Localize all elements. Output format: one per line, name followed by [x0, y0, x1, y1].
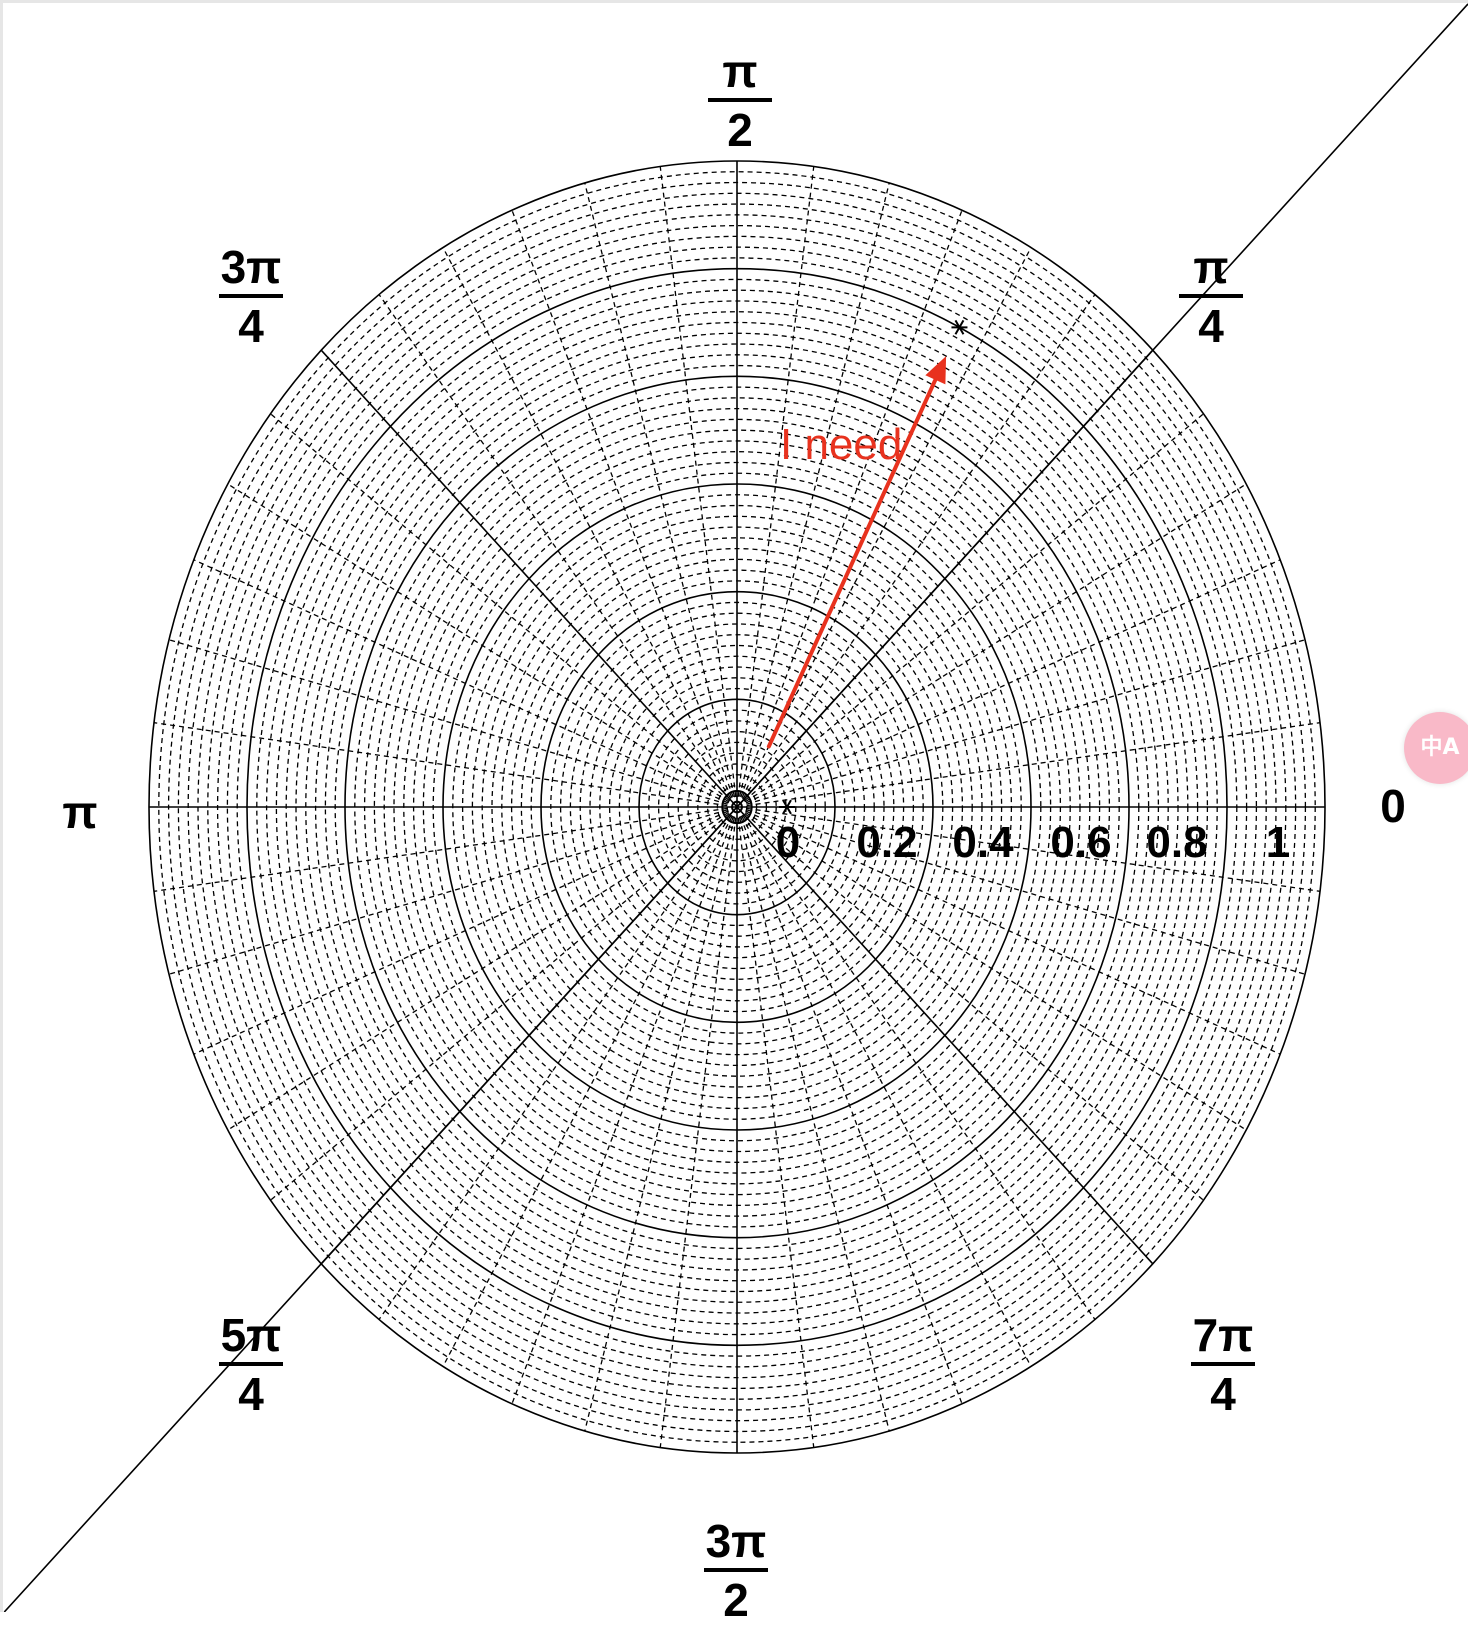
- angle-label-0: 0: [1380, 780, 1406, 832]
- data-points: [779, 319, 968, 815]
- dashed-grid-spoke: [270, 413, 730, 801]
- dashed-grid-spoke: [584, 817, 736, 1432]
- dashed-grid-spoke: [659, 166, 737, 797]
- radial-tick-label: 0.8: [1146, 818, 1208, 867]
- angle-label-den: 4: [238, 1368, 264, 1420]
- annotation-text: I need: [780, 420, 903, 469]
- dashed-grid-spoke: [742, 815, 1096, 1320]
- angle-label-num: 5π: [220, 1309, 282, 1361]
- dashed-grid-spoke: [442, 816, 733, 1367]
- dashed-grid-spoke: [744, 413, 1204, 801]
- dashed-grid-spoke: [168, 639, 728, 805]
- angle-label-num: 7π: [1192, 1309, 1254, 1361]
- dashed-grid-spoke: [740, 816, 963, 1405]
- dashed-grid-spoke: [737, 817, 815, 1448]
- dashed-grid-spoke: [442, 247, 733, 798]
- dashed-grid-spoke: [746, 809, 1306, 975]
- dashed-grid-spoke: [193, 810, 729, 1055]
- dashed-grid-spoke: [168, 809, 728, 975]
- dashed-grid-spoke: [378, 815, 732, 1320]
- dashed-grid-spoke: [737, 166, 815, 797]
- dashed-grid-spoke: [193, 559, 729, 804]
- dashed-grid-spoke: [227, 483, 729, 803]
- dashed-grid-spoke: [738, 182, 890, 797]
- dashed-grid-spoke: [745, 483, 1247, 803]
- fraction-bar: [704, 1568, 768, 1572]
- fraction-bar: [1179, 294, 1243, 298]
- dashed-grid-spoke: [745, 559, 1281, 804]
- dashed-grid-spoke: [741, 816, 1032, 1367]
- dashed-grid-spoke: [742, 294, 1096, 799]
- translate-glyph-top: 中: [1420, 735, 1443, 760]
- dashed-grid-spoke: [659, 817, 737, 1448]
- angle-label-den: 2: [727, 104, 753, 156]
- dashed-grid-spoke: [738, 817, 890, 1432]
- angle-label-7pi-over-4: 7π 4: [1191, 1310, 1255, 1419]
- fraction-bar: [1191, 1362, 1255, 1366]
- angle-label-den: 4: [1198, 300, 1224, 352]
- dashed-grid-spoke: [740, 209, 963, 798]
- dashed-grid-spoke: [227, 811, 729, 1131]
- angle-label-pi: π: [62, 786, 98, 838]
- dashed-grid-spoke: [378, 294, 732, 799]
- marker-stroke: [954, 319, 965, 335]
- radial-tick-label: 0.4: [952, 818, 1014, 867]
- angle-label-num: π: [722, 45, 758, 97]
- data-point-marker: [779, 799, 795, 815]
- dashed-grid-spoke: [746, 722, 1321, 807]
- dashed-grid-spoke: [511, 816, 734, 1405]
- radial-tick-label: 0: [775, 818, 801, 867]
- angle-label-den: 4: [238, 300, 264, 352]
- fraction-bar: [219, 294, 283, 298]
- angle-label-num: 3π: [705, 1515, 767, 1567]
- diagonal-line: [3, 3, 1468, 1612]
- solid-grid-spoke: [320, 349, 738, 808]
- radial-tick-label: 1: [1265, 818, 1291, 867]
- polar-axes: [3, 3, 1468, 1612]
- dashed-grid-spoke: [153, 807, 728, 892]
- dashed-grid-spoke: [746, 807, 1321, 892]
- radial-tick-label: 0.6: [1050, 818, 1112, 867]
- radial-tick-label: 0.2: [856, 818, 918, 867]
- dashed-grid-spoke: [153, 722, 728, 807]
- marker-stroke: [782, 799, 792, 815]
- angle-label-den: 2: [723, 1574, 749, 1626]
- dashed-grid-spoke: [511, 209, 734, 798]
- annotation-arrow-shaft: [766, 377, 938, 749]
- angle-label-num: 3π: [220, 241, 282, 293]
- dashed-grid-spoke: [744, 813, 1204, 1201]
- angle-label-5pi-over-4: 5π 4: [219, 1310, 283, 1419]
- angle-label-pi-over-4: π 4: [1179, 242, 1243, 351]
- translate-glyph-bottom: A: [1442, 735, 1460, 760]
- fraction-bar: [219, 1362, 283, 1366]
- angle-label-3pi-over-4: 3π 4: [219, 242, 283, 351]
- fraction-bar: [708, 98, 772, 102]
- dashed-grid-spoke: [270, 813, 730, 1201]
- angle-label-num: π: [1193, 241, 1229, 293]
- data-point-marker: [951, 319, 968, 335]
- dashed-grid-spoke: [741, 247, 1032, 798]
- annotation-arrow-head: [925, 356, 947, 385]
- annotation-arrow: [766, 356, 947, 749]
- solid-grid-spoke: [736, 806, 1154, 1265]
- dashed-grid-spoke: [746, 639, 1306, 805]
- angle-label-den: 4: [1210, 1368, 1236, 1420]
- angle-label-pi-over-2: π 2: [708, 46, 772, 155]
- dashed-grid-spoke: [745, 810, 1281, 1055]
- angle-label-3pi-over-2: 3π 2: [704, 1516, 768, 1625]
- dashed-grid-spoke: [584, 182, 736, 797]
